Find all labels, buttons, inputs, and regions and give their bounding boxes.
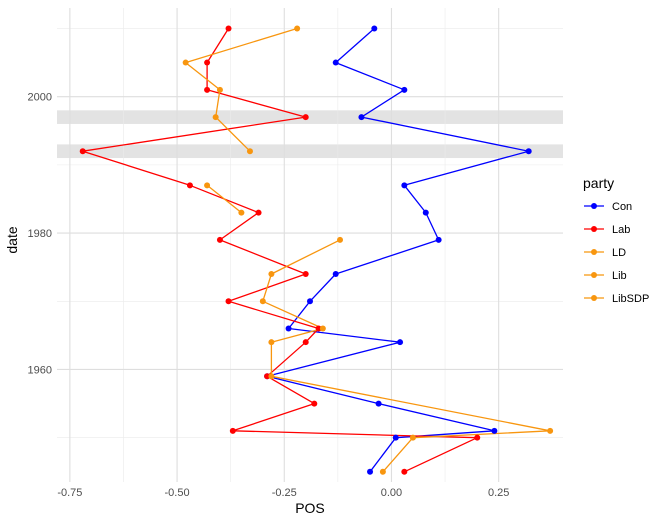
y-tick-label: 1980: [28, 228, 52, 240]
data-point-lab: [401, 468, 408, 475]
data-point-con: [525, 148, 532, 155]
series-line-con: [266, 28, 530, 473]
data-point-lab: [315, 325, 322, 332]
data-point-con: [332, 59, 339, 66]
data-point-lib: [319, 325, 326, 332]
data-point-libsdp: [204, 182, 211, 189]
y-tick-label: 1960: [28, 364, 52, 376]
data-point-lab: [255, 209, 262, 216]
data-point-con: [401, 86, 408, 93]
legend-key-point-lab: [591, 226, 597, 232]
shaded-band-1: [57, 110, 563, 124]
data-point-con: [358, 114, 365, 121]
data-point-lib: [547, 427, 554, 434]
y-axis-ticks: 1960 1980 2000: [28, 92, 52, 377]
data-point-lab: [225, 25, 232, 32]
legend-key-point-libsdp: [591, 295, 597, 301]
data-point-ld: [182, 59, 189, 66]
data-point-lib: [268, 339, 275, 346]
data-point-lib: [268, 373, 275, 380]
legend-title: party: [583, 175, 614, 191]
x-axis-title: POS: [295, 500, 325, 516]
x-tick-label: -0.25: [272, 487, 297, 499]
data-point-libsdp: [238, 209, 245, 216]
legend-label-libsdp: LibSDP: [612, 293, 649, 305]
data-point-lab: [225, 298, 232, 305]
data-point-lab: [79, 148, 86, 155]
data-point-con: [435, 236, 442, 243]
data-point-lab: [474, 434, 481, 441]
legend-key-point-con: [591, 203, 597, 209]
data-point-ld: [216, 86, 223, 93]
legend-key-point-ld: [591, 249, 597, 255]
data-point-lib: [409, 434, 416, 441]
series-layer: [79, 25, 554, 475]
data-point-con: [401, 182, 408, 189]
data-point-ld: [246, 148, 253, 155]
data-point-con: [392, 434, 399, 441]
data-point-con: [371, 25, 378, 32]
data-point-lib: [379, 468, 386, 475]
data-point-con: [491, 427, 498, 434]
data-point-con: [397, 339, 404, 346]
series-line-libsdp: [206, 184, 242, 214]
legend-label-ld: LD: [612, 247, 626, 259]
data-point-lib: [268, 270, 275, 277]
data-point-lab: [302, 114, 309, 121]
data-point-lab: [186, 182, 193, 189]
data-point-ld: [212, 114, 219, 121]
x-tick-label: 0.25: [488, 487, 509, 499]
data-point-con: [307, 298, 313, 305]
data-point-ld: [294, 25, 301, 32]
data-point-lab: [264, 373, 271, 380]
data-point-con: [375, 400, 382, 407]
legend-items: Con Lab LD Lib LibSDP: [584, 201, 649, 305]
data-point-lab: [302, 339, 309, 346]
data-point-con: [422, 209, 429, 216]
x-tick-label: -0.50: [165, 487, 190, 499]
data-point-con: [367, 468, 374, 475]
data-point-lab: [302, 270, 309, 277]
legend: party Con Lab LD Lib LibSDP: [583, 175, 649, 305]
legend-label-con: Con: [612, 201, 632, 213]
data-point-lab: [204, 86, 211, 93]
grid: [57, 8, 563, 482]
data-point-lib: [337, 236, 344, 243]
legend-key-point-lib: [591, 272, 597, 278]
data-point-lab: [311, 400, 318, 407]
legend-label-lib: Lib: [612, 270, 627, 282]
x-axis-ticks: -0.75 -0.50 -0.25 0.00 0.25: [57, 487, 509, 499]
data-point-con: [332, 270, 339, 277]
data-point-lab: [204, 59, 211, 66]
data-point-con: [285, 325, 292, 332]
y-axis-title: date: [4, 226, 20, 253]
data-point-lab: [229, 427, 236, 434]
x-tick-label: -0.75: [57, 487, 82, 499]
y-tick-label: 2000: [28, 92, 52, 104]
x-tick-label: 0.00: [381, 487, 402, 499]
shaded-band-0: [57, 144, 563, 159]
shaded-bands: [57, 110, 563, 159]
data-point-lab: [216, 236, 223, 243]
data-point-lib: [259, 298, 266, 305]
legend-label-lab: Lab: [612, 224, 630, 236]
